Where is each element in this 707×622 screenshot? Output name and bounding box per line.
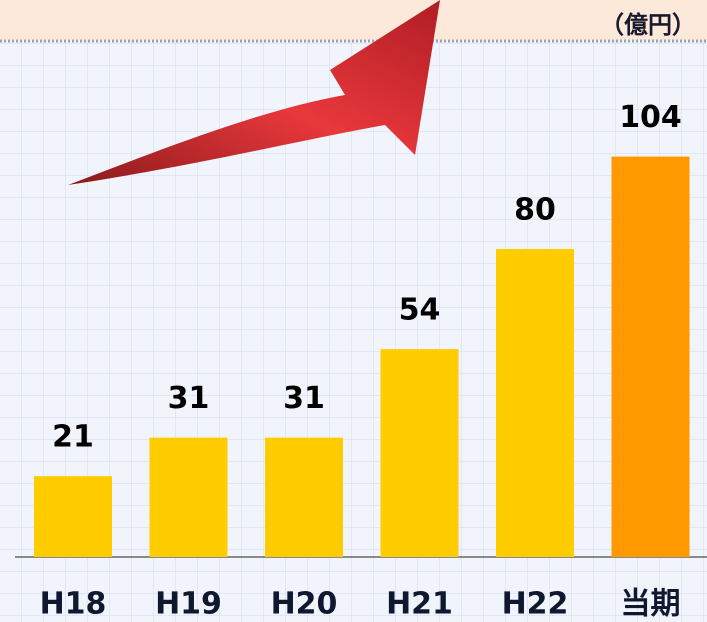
- x-tick-label: H20: [271, 587, 338, 622]
- bar: [496, 249, 574, 557]
- x-tick-label: H19: [155, 587, 222, 622]
- bar: [34, 476, 112, 557]
- header-band: [0, 0, 707, 40]
- value-label: 104: [619, 100, 682, 135]
- unit-label: （億円）: [600, 11, 696, 39]
- value-label: 80: [514, 193, 556, 228]
- value-label: 31: [168, 381, 210, 416]
- bar: [380, 349, 459, 557]
- bar: [265, 437, 343, 557]
- x-tick-label: H21: [386, 587, 453, 622]
- arrow: [68, 0, 440, 185]
- x-tick-label: 当期: [621, 587, 681, 622]
- x-tick-label: H22: [502, 587, 569, 622]
- bar: [149, 437, 228, 557]
- x-tick-label: H18: [40, 587, 107, 622]
- value-label: 54: [399, 293, 441, 328]
- value-label: 21: [52, 420, 94, 455]
- bar: [611, 156, 690, 557]
- value-label: 31: [283, 381, 325, 416]
